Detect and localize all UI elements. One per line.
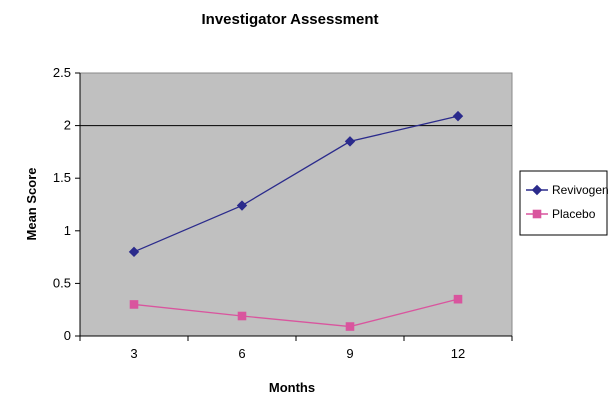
y-tick-label: 1.5 <box>53 170 71 185</box>
series-line <box>133 298 459 328</box>
y-tick-label: 2 <box>64 118 71 133</box>
legend-marker <box>532 209 542 219</box>
legend-label: Revivogen <box>552 183 609 197</box>
y-axis-label: Mean Score <box>24 168 39 241</box>
data-point <box>453 294 463 304</box>
x-tick-label: 6 <box>238 346 245 361</box>
x-tick-label: 12 <box>451 346 465 361</box>
series-placebo <box>129 294 463 331</box>
legend-item-revivogen: Revivogen <box>526 183 609 197</box>
axes: 0 0.5 1 1.5 2 2.5 3 6 9 12 <box>53 65 513 361</box>
chart-title: Investigator Assessment <box>201 11 378 28</box>
data-point <box>344 136 356 147</box>
legend-box <box>519 170 608 236</box>
x-tick-label: 3 <box>130 346 137 361</box>
x-tick-label: 9 <box>346 346 353 361</box>
y-tick-label: 0.5 <box>53 275 71 290</box>
data-point <box>128 246 140 258</box>
series-line <box>133 115 459 253</box>
legend-item-placebo: Placebo <box>526 207 596 221</box>
legend-marker <box>531 184 543 196</box>
x-axis-label: Months <box>269 380 315 395</box>
data-point <box>129 300 139 309</box>
plot-area <box>79 72 513 337</box>
legend-label: Placebo <box>552 207 596 221</box>
data-point <box>452 110 464 122</box>
y-tick-label: 2.5 <box>53 65 71 80</box>
data-point <box>345 322 355 331</box>
legend: Revivogen Placebo <box>519 170 609 236</box>
y-tick-label: 0 <box>64 328 71 343</box>
y-tick-label: 1 <box>64 223 71 238</box>
series-revivogen <box>128 110 464 258</box>
series-layer <box>128 110 464 331</box>
data-point <box>236 200 248 211</box>
data-point <box>237 311 247 321</box>
